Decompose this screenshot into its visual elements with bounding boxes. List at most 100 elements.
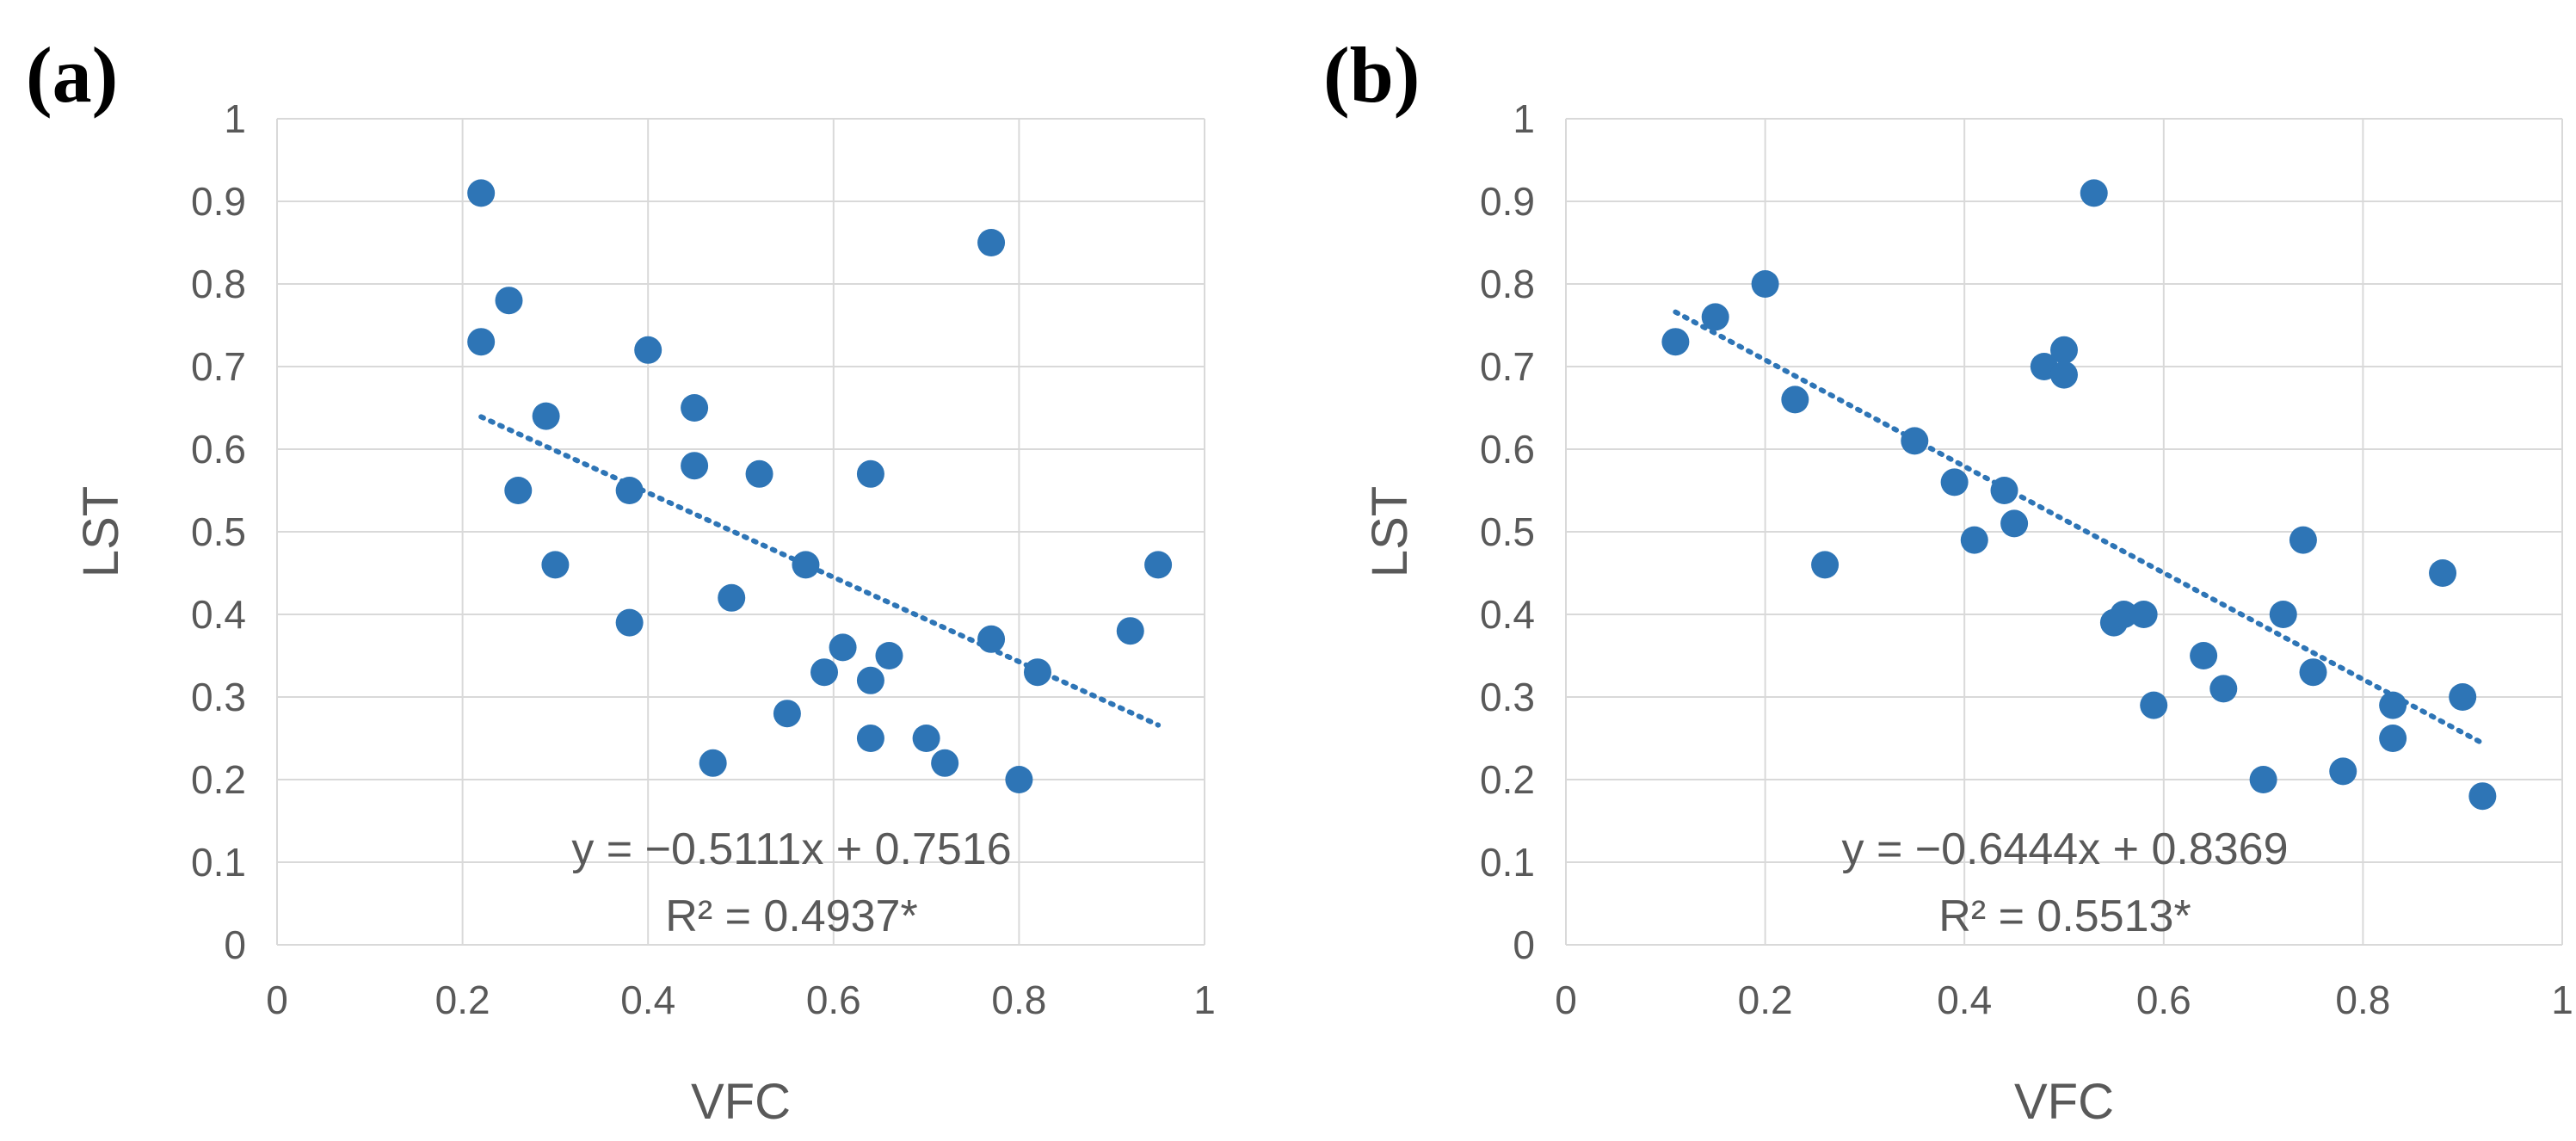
- chart-panel-a: 0 0.1 0.2 0.3 0.4 0.5 0.6 0.7 0.8 0.9 1 0 0.2 0.4 0.6 0…: [26, 31, 1216, 1130]
- data-point: [2289, 526, 2317, 554]
- panel-label: (a): [26, 31, 118, 119]
- data-point: [2379, 691, 2407, 719]
- data-point: [1940, 468, 1969, 496]
- data-point: [2249, 766, 2277, 793]
- y-axis-title: LST: [73, 486, 129, 577]
- data-point: [2000, 509, 2029, 538]
- data-point: [1005, 766, 1033, 793]
- data-point: [2129, 601, 2158, 628]
- data-point: [2429, 559, 2457, 587]
- y-tick-label: 0.9: [1480, 179, 1535, 224]
- x-tick-label: 0.6: [806, 978, 861, 1022]
- data-point: [810, 658, 839, 687]
- data-point: [931, 749, 959, 777]
- y-tick-label: 0.1: [191, 840, 246, 885]
- x-tick-label: 0.8: [991, 978, 1046, 1022]
- data-point: [467, 179, 496, 207]
- x-axis-title: VFC: [2014, 1074, 2114, 1130]
- data-point: [2449, 683, 2477, 711]
- data-point: [541, 551, 570, 579]
- data-point: [504, 477, 533, 504]
- y-tick-label: 0.6: [191, 427, 246, 472]
- r-squared-label: R² = 0.5513*: [1938, 891, 2191, 941]
- y-tick-label: 1: [224, 96, 246, 141]
- trendline-equation: y = −0.5111x + 0.7516: [571, 824, 1011, 874]
- data-point: [681, 394, 709, 422]
- data-point: [1023, 658, 1051, 687]
- y-tick-label: 0.8: [191, 262, 246, 306]
- data-point: [773, 700, 801, 728]
- data-point: [2329, 757, 2357, 786]
- data-point: [856, 725, 884, 752]
- y-tick-label: 0.3: [191, 675, 246, 719]
- x-tick-label: 0.2: [1738, 978, 1793, 1022]
- data-point: [2190, 642, 2218, 669]
- y-tick-label: 1: [1513, 96, 1535, 141]
- data-point: [1901, 427, 1929, 455]
- data-point: [2110, 601, 2138, 628]
- y-tick-label: 0.4: [1480, 592, 1535, 637]
- data-point: [615, 477, 644, 504]
- data-point: [2140, 691, 2168, 719]
- data-point: [2050, 361, 2078, 389]
- data-point: [2299, 658, 2327, 687]
- y-tick-label: 0.8: [1480, 262, 1535, 306]
- chart-panel-b: 0 0.1 0.2 0.3 0.4 0.5 0.6 0.7 0.8 0.9 1 0 0.2 0.4 0.6 0…: [1323, 31, 2573, 1130]
- x-tick-label: 0.2: [435, 978, 490, 1022]
- y-tick-label: 0: [224, 922, 246, 967]
- y-tick-label: 0: [1513, 922, 1535, 967]
- data-point: [615, 608, 644, 637]
- y-tick-label: 0.5: [1480, 509, 1535, 554]
- data-point: [1781, 385, 1809, 414]
- data-point: [1960, 526, 1988, 554]
- data-point: [2080, 179, 2108, 207]
- data-point: [1811, 551, 1840, 579]
- y-tick-label: 0.4: [191, 592, 246, 637]
- data-point: [977, 625, 1006, 653]
- data-point: [2379, 725, 2407, 752]
- x-tick-label: 0.4: [1937, 978, 1992, 1022]
- data-point: [681, 452, 709, 480]
- data-point: [495, 287, 523, 315]
- data-point: [875, 642, 903, 669]
- y-tick-label: 0.5: [191, 509, 246, 554]
- data-point: [856, 666, 884, 694]
- y-tick-label: 0.2: [191, 757, 246, 802]
- x-tick-label: 1: [1193, 978, 1216, 1022]
- data-point: [977, 229, 1006, 256]
- data-point: [2468, 782, 2497, 811]
- y-axis-title: LST: [1362, 486, 1418, 577]
- panel-label: (b): [1323, 31, 1420, 119]
- data-point: [1751, 270, 1779, 298]
- trendline-equation: y = −0.6444x + 0.8369: [1842, 824, 2289, 874]
- data-point: [1701, 303, 1729, 331]
- data-point: [2209, 675, 2238, 703]
- y-tick-label: 0.9: [191, 179, 246, 224]
- y-tick-label: 0.1: [1480, 840, 1535, 885]
- x-tick-label: 1: [2551, 978, 2573, 1022]
- data-point: [699, 749, 727, 777]
- y-tick-label: 0.3: [1480, 675, 1535, 719]
- data-point: [2050, 336, 2078, 364]
- y-tick-label: 0.6: [1480, 427, 1535, 472]
- trendline: [1673, 309, 2486, 746]
- x-tick-label: 0: [266, 978, 288, 1022]
- data-point: [718, 583, 746, 612]
- data-point: [467, 328, 496, 356]
- data-point: [912, 725, 940, 752]
- x-axis-title: VFC: [691, 1074, 791, 1130]
- data-point: [792, 551, 820, 579]
- data-point: [745, 459, 773, 488]
- x-tick-label: 0: [1555, 978, 1577, 1022]
- y-tick-label: 0.7: [191, 344, 246, 389]
- x-tick-label: 0.4: [620, 978, 675, 1022]
- x-tick-label: 0.6: [2136, 978, 2191, 1022]
- data-point: [856, 459, 884, 488]
- r-squared-label: R² = 0.4937*: [665, 891, 917, 941]
- x-tick-label: 0.8: [2335, 978, 2390, 1022]
- data-point: [2269, 601, 2297, 628]
- data-point: [532, 402, 560, 430]
- data-point: [1661, 328, 1690, 356]
